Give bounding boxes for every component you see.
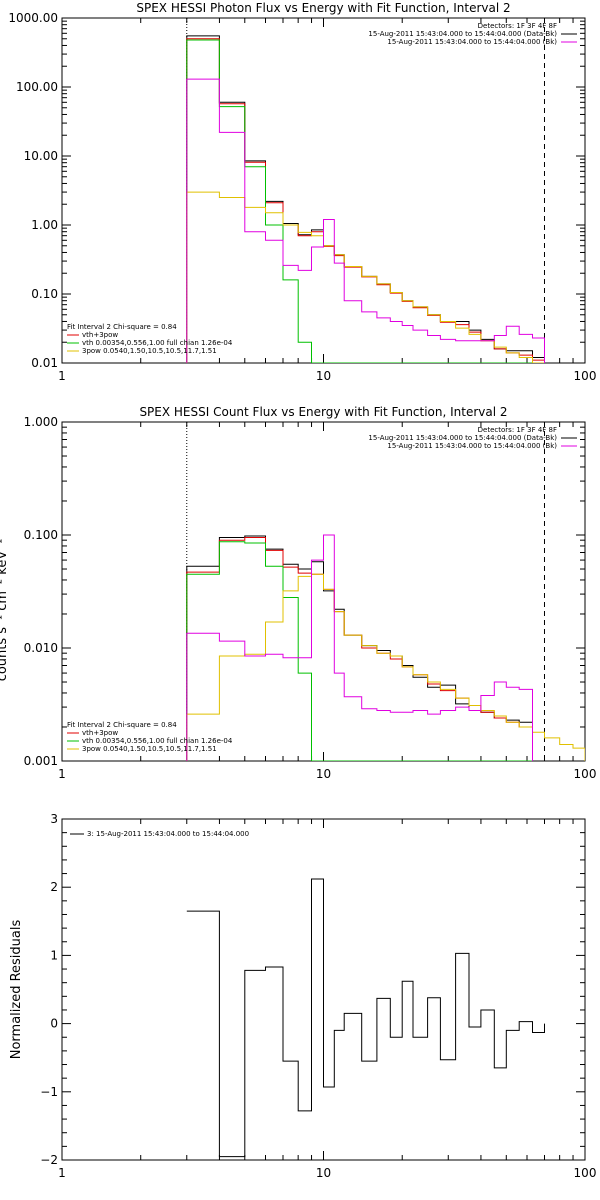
- series-line: [186, 878, 545, 1158]
- x-tick-label: 100: [574, 1166, 597, 1180]
- y-tick-label: 0.10: [31, 287, 58, 301]
- legend-bottom-entry: vth 0.00354,0.556,1.00 full chian 1.26e-…: [82, 737, 233, 745]
- x-tick-label: 10: [316, 1166, 331, 1180]
- y-tick-label: 0.100: [24, 528, 58, 542]
- y-tick-label: −1: [40, 1085, 58, 1099]
- series-line: [186, 39, 545, 363]
- legend-bottom-entry: Fit Interval 2 Chi-square = 0.84: [67, 721, 177, 729]
- x-tick-label: 1: [58, 369, 66, 383]
- legend-top-entry: 15-Aug-2011 15:43:04.000 to 15:44:04.000…: [368, 30, 557, 38]
- series-line: [186, 534, 533, 761]
- x-tick-label: 1: [58, 767, 66, 781]
- legend-bottom-entry: vth+3pow: [82, 729, 118, 737]
- legend-top-entry: 15-Aug-2011 15:43:04.000 to 15:44:04.000…: [387, 38, 557, 46]
- y-tick-label: 0: [50, 1017, 58, 1031]
- y-tick-label: 10.00: [24, 149, 58, 163]
- legend-bottom-entry: vth 0.00354,0.556,1.00 full chian 1.26e-…: [82, 339, 233, 347]
- y-axis-label: counts s⁻¹ cm⁻² keV⁻¹: [0, 539, 10, 682]
- y-tick-label: 1000.00: [8, 11, 58, 25]
- series-line: [186, 573, 585, 761]
- chart-title: SPEX HESSI Count Flux vs Energy with Fit…: [139, 405, 507, 419]
- legend-bottom-entry: Fit Interval 2 Chi-square = 0.84: [67, 323, 177, 331]
- x-tick-label: 100: [574, 767, 597, 781]
- y-tick-label: 1.000: [24, 415, 58, 429]
- legend-bottom-entry: vth+3pow: [82, 331, 118, 339]
- legend-top-entry: 15-Aug-2011 15:43:04.000 to 15:44:04.000…: [387, 442, 557, 450]
- series-line: [186, 535, 533, 761]
- series-line: [186, 541, 533, 761]
- y-tick-label: 0.001: [24, 754, 58, 768]
- series-line: [186, 78, 545, 363]
- legend-top-entry: Detectors: 1F 3F 4F 8F: [478, 426, 557, 434]
- legend-top-entry: Detectors: 1F 3F 4F 8F: [478, 22, 557, 30]
- plot-frame: [61, 17, 586, 364]
- series-line: [186, 38, 545, 363]
- y-tick-label: 3: [50, 812, 58, 826]
- y-tick-label: 2: [50, 880, 58, 894]
- series-line: [186, 191, 545, 363]
- y-tick-label: 0.010: [24, 641, 58, 655]
- plot-frame: [61, 421, 586, 762]
- legend-bottom-entry: 3pow 0.0540,1.50,10.5,10.5,11.7,1.51: [82, 347, 217, 355]
- legend-entry: 3: 15-Aug-2011 15:43:04.000 to 15:44:04.…: [87, 830, 249, 838]
- y-tick-label: −2: [40, 1153, 58, 1167]
- legend-bottom-entry: 3pow 0.0540,1.50,10.5,10.5,11.7,1.51: [82, 745, 217, 753]
- y-tick-label: 1: [50, 948, 58, 962]
- series-line: [186, 35, 545, 363]
- chart-title: SPEX HESSI Photon Flux vs Energy with Fi…: [136, 1, 510, 15]
- series-line: [186, 537, 533, 761]
- x-tick-label: 1: [58, 1166, 66, 1180]
- x-tick-label: 100: [574, 369, 597, 383]
- y-tick-label: 0.01: [31, 356, 58, 370]
- y-axis-label: Normalized Residuals: [9, 920, 24, 1060]
- y-tick-label: 100.00: [16, 80, 58, 94]
- y-tick-label: 1.00: [31, 218, 58, 232]
- legend-top-entry: 15-Aug-2011 15:43:04.000 to 15:44:04.000…: [368, 434, 557, 442]
- x-tick-label: 10: [316, 369, 331, 383]
- x-tick-label: 10: [316, 767, 331, 781]
